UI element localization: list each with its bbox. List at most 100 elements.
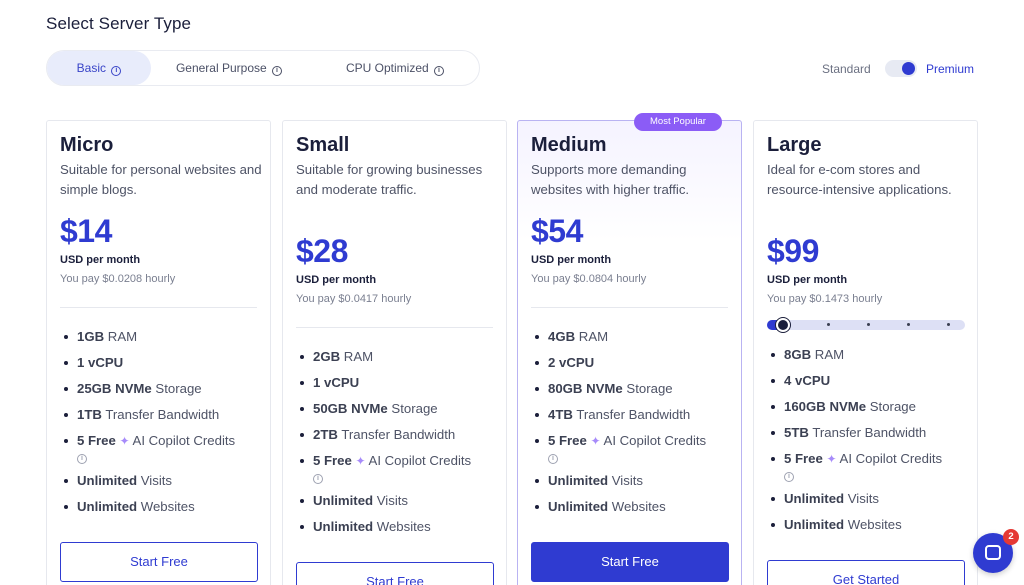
feature-list: 2GB RAM 1 vCPU 50GB NVMe Storage 2TB Tra… — [300, 348, 500, 544]
feature-item: Unlimited Visits — [535, 472, 735, 490]
feature-list: 8GB RAM 4 vCPU 160GB NVMe Storage 5TB Tr… — [771, 346, 971, 542]
info-icon[interactable]: i — [77, 454, 87, 464]
feature-item: Unlimited Websites — [300, 518, 500, 536]
feature-value: 25GB NVMe — [77, 381, 152, 396]
feature-item: Unlimited Visits — [771, 490, 971, 508]
toggle-knob — [902, 62, 915, 75]
plan-price: $14 — [60, 213, 112, 249]
start-free-button[interactable]: Start Free — [60, 542, 258, 582]
plan-name: Micro — [60, 134, 114, 156]
start-free-button[interactable]: Start Free — [296, 562, 494, 585]
tab-basic[interactable]: Basic i — [47, 51, 151, 85]
feature-value: Unlimited — [548, 473, 609, 488]
info-icon[interactable]: i — [434, 66, 445, 76]
plan-hourly: You pay $0.0208 hourly — [60, 273, 176, 285]
feature-value: 5 Free — [548, 433, 587, 448]
feature-value: 5 Free — [784, 451, 823, 466]
feature-item: 160GB NVMe Storage — [771, 398, 971, 416]
toggle-switch[interactable] — [885, 60, 917, 77]
bullet-icon — [64, 387, 68, 391]
start-free-button[interactable]: Start Free — [531, 542, 729, 582]
feature-item: 2TB Transfer Bandwidth — [300, 426, 500, 444]
feature-item: 50GB NVMe Storage — [300, 400, 500, 418]
bullet-icon — [771, 523, 775, 527]
plan-period: USD per month — [60, 254, 141, 266]
plan-card-small: Small Suitable for growing businesses an… — [282, 120, 507, 585]
feature-value: 5 Free — [77, 433, 116, 448]
bullet-icon — [535, 335, 539, 339]
divider — [531, 307, 728, 308]
feature-item: 5 Free ✦ AI Copilot Credits i — [771, 450, 971, 482]
feature-item: 80GB NVMe Storage — [535, 380, 735, 398]
feature-value: Unlimited — [77, 499, 138, 514]
feature-label: Websites — [137, 499, 195, 514]
bullet-icon — [64, 505, 68, 509]
info-icon[interactable]: i — [548, 454, 558, 464]
feature-value: Unlimited — [313, 519, 374, 534]
notification-badge: 2 — [1003, 529, 1019, 545]
toggle-label-standard[interactable]: Standard — [822, 62, 871, 76]
feature-label: Visits — [608, 473, 644, 488]
bullet-icon — [535, 505, 539, 509]
feature-label: Websites — [844, 517, 902, 532]
slider-tick — [867, 323, 870, 326]
feature-value: 1 vCPU — [77, 355, 124, 370]
info-icon[interactable]: i — [111, 66, 122, 76]
feature-label: RAM — [104, 329, 138, 344]
feature-value: 4TB — [548, 407, 573, 422]
plan-size-slider[interactable] — [767, 318, 965, 332]
bullet-icon — [771, 431, 775, 435]
bullet-icon — [535, 387, 539, 391]
plan-description: Supports more demanding websites with hi… — [531, 162, 690, 197]
bullet-icon — [771, 457, 775, 461]
info-icon[interactable]: i — [784, 472, 794, 482]
bullet-icon — [771, 497, 775, 501]
plan-period: USD per month — [531, 254, 612, 266]
plan-description: Ideal for e-com stores and resource-inte… — [767, 162, 952, 197]
feature-value: Unlimited — [548, 499, 609, 514]
chat-launcher-button[interactable]: 2 — [973, 529, 1019, 573]
info-icon[interactable]: i — [313, 474, 323, 484]
chat-icon — [985, 545, 1001, 560]
bullet-icon — [771, 405, 775, 409]
feature-label: Storage — [622, 381, 673, 396]
feature-label: Transfer Bandwidth — [572, 407, 691, 422]
feature-item: Unlimited Visits — [64, 472, 264, 490]
plan-period: USD per month — [767, 274, 848, 286]
feature-value: 1GB — [77, 329, 105, 344]
bullet-icon — [535, 361, 539, 365]
feature-label: AI Copilot Credits — [365, 453, 472, 468]
feature-label: Storage — [866, 399, 916, 414]
sparkle-icon: ✦ — [590, 434, 601, 448]
tab-general-purpose[interactable]: General Purpose i — [169, 51, 289, 85]
most-popular-badge: Most Popular — [634, 113, 722, 131]
divider — [296, 327, 493, 328]
tab-cpu-optimized[interactable]: CPU Optimized i — [339, 51, 451, 85]
bullet-icon — [64, 479, 68, 483]
feature-item: 1 vCPU — [64, 354, 264, 372]
feature-item: Unlimited Visits — [300, 492, 500, 510]
feature-value: Unlimited — [784, 491, 845, 506]
info-icon[interactable]: i — [272, 66, 283, 76]
toggle-label-premium[interactable]: Premium — [926, 62, 975, 76]
bullet-icon — [64, 413, 68, 417]
sparkle-icon: ✦ — [119, 434, 130, 448]
plan-price: $54 — [531, 213, 583, 249]
feature-list: 4GB RAM 2 vCPU 80GB NVMe Storage 4TB Tra… — [535, 328, 735, 524]
feature-item: 4TB Transfer Bandwidth — [535, 406, 735, 424]
feature-value: 1TB — [77, 407, 102, 422]
slider-handle[interactable] — [776, 318, 790, 332]
slider-tick — [947, 323, 950, 326]
feature-label: Storage — [387, 401, 438, 416]
slider-tick — [907, 323, 910, 326]
plan-card-micro: Micro Suitable for personal websites and… — [46, 120, 271, 585]
feature-value: 80GB NVMe — [548, 381, 623, 396]
bullet-icon — [535, 413, 539, 417]
plan-card-medium: Most Popular Medium Supports more demand… — [517, 113, 742, 585]
feature-label: AI Copilot Credits — [129, 433, 236, 448]
feature-list: 1GB RAM 1 vCPU 25GB NVMe Storage 1TB Tra… — [64, 328, 264, 524]
get-started-button[interactable]: Get Started — [767, 560, 965, 585]
feature-item: Unlimited Websites — [535, 498, 735, 516]
bullet-icon — [300, 499, 304, 503]
plan-name: Small — [296, 134, 350, 156]
